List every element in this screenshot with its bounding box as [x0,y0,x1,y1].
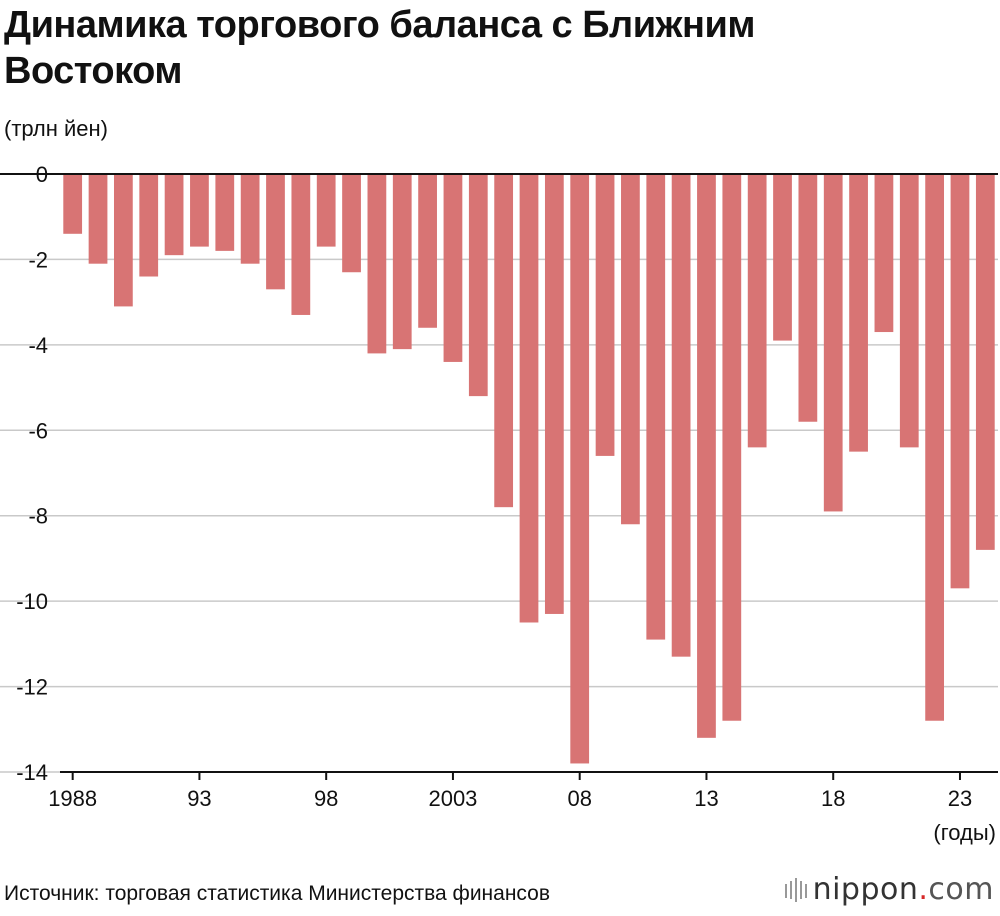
bar-2013 [697,174,716,738]
bar-2009 [595,174,615,456]
logo-bars-icon [784,878,807,902]
bar-1993 [190,174,209,247]
y-tick-label: 0 [36,162,48,187]
y-tick-label: -12 [16,675,48,700]
x-tick-label: 98 [314,786,338,811]
bar-1995 [240,174,260,264]
y-tick-label: -2 [28,247,48,272]
y-tick-label: -4 [28,333,48,358]
bar-2023 [950,174,970,589]
bar-2019 [849,174,868,452]
bar-2015 [747,174,767,448]
x-tick-label: 93 [187,786,211,811]
bar-1991 [139,174,159,277]
bar-2005 [494,174,514,508]
bar-2004 [468,174,488,397]
bar-2008 [570,174,590,764]
y-tick-label: -14 [16,760,48,785]
y-tick-label: -6 [28,418,48,443]
bar-2021 [899,174,919,448]
bar-1997 [291,174,311,315]
bar-2020 [874,174,894,333]
source-note: Источник: торговая статистика Министерст… [4,882,550,905]
bar-2024 [975,174,995,550]
x-tick-label: 13 [694,786,718,811]
x-tick-label: 23 [948,786,972,811]
bar-1989 [88,174,108,264]
x-tick-label: 1988 [48,786,97,811]
bar-2010 [621,174,640,525]
bar-2018 [823,174,843,512]
y-tick-label: -8 [28,504,48,529]
bar-2007 [544,174,564,614]
logo-dot: . [918,872,929,907]
chart-title: Динамика торгового баланса с Ближним Вос… [4,4,755,92]
bar-1994 [215,174,235,251]
bar-2022 [925,174,945,721]
x-tick-label: 08 [567,786,591,811]
bar-2003 [443,174,463,362]
bar-2006 [519,174,539,623]
bar-2011 [646,174,666,640]
bar-2012 [671,174,691,657]
bar-1999 [342,174,361,273]
y-axis-unit-label: (трлн йен) [4,116,108,141]
nippon-logo: nippon.com [784,872,994,907]
bar-2002 [418,174,437,328]
logo-domain: com [928,872,994,907]
bar-2000 [367,174,387,354]
x-tick-label: 2003 [428,786,477,811]
bar-1998 [316,174,336,247]
bar-2014 [722,174,742,721]
bar-2001 [392,174,412,350]
bar-1988 [63,174,83,234]
bar-2017 [798,174,818,422]
bar-1990 [113,174,133,307]
x-tick-label: 18 [821,786,845,811]
x-axis-unit-label: (годы) [933,820,996,845]
logo-name: nippon [812,872,919,907]
bar-1992 [164,174,184,256]
bar-1996 [266,174,285,290]
y-tick-label: -10 [16,589,48,614]
bar-2016 [773,174,792,341]
